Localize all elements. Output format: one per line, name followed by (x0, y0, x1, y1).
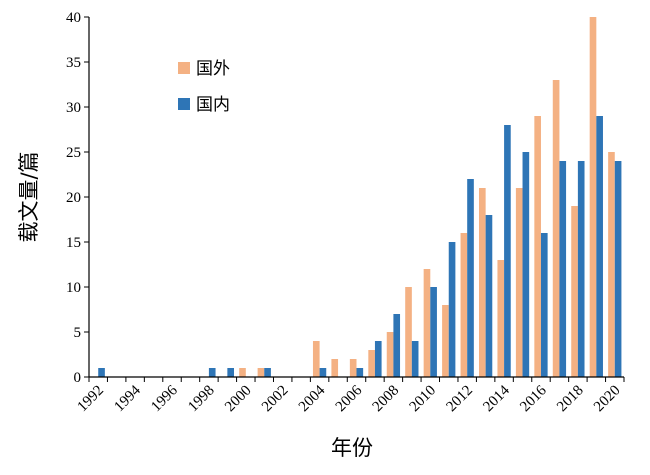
bar-foreign-2000 (239, 368, 246, 377)
legend-label-domestic: 国内 (196, 95, 230, 115)
y-tick-label-30: 30 (66, 100, 81, 116)
bar-domestic-2019 (596, 116, 603, 377)
bar-foreign-2020 (608, 152, 615, 377)
x-tick-label-2002: 2002 (259, 383, 292, 416)
bar-domestic-2006 (356, 368, 364, 377)
x-tick-label-2010: 2010 (407, 383, 440, 416)
legend-swatch-foreign (178, 62, 190, 74)
x-tick-label-1996: 1996 (148, 382, 181, 415)
bar-foreign-2004 (312, 341, 320, 377)
bar-domestic-2020 (614, 161, 622, 377)
bar-foreign-2005 (331, 359, 339, 377)
bar-domestic-2010 (430, 287, 437, 377)
x-tick-label-1992: 1992 (75, 383, 108, 416)
x-tick-label-2000: 2000 (222, 383, 255, 416)
x-tick-label-2008: 2008 (370, 383, 403, 416)
bars-layer (98, 17, 622, 377)
bar-foreign-2008 (386, 332, 394, 377)
bar-foreign-2001 (257, 368, 265, 377)
y-tick-label-5: 5 (74, 325, 82, 341)
bar-foreign-2018 (571, 206, 578, 377)
x-axis-title: 年份 (331, 436, 373, 460)
bar-foreign-2016 (534, 116, 541, 377)
bar-foreign-2011 (442, 305, 449, 377)
bar-domestic-1998 (208, 368, 216, 377)
x-tick-label-2012: 2012 (443, 383, 476, 416)
legend-swatch-domestic (178, 98, 190, 110)
bar-domestic-2007 (374, 341, 382, 377)
bar-foreign-2013 (479, 188, 486, 377)
bar-foreign-2009 (405, 287, 412, 377)
y-tick-label-10: 10 (66, 280, 81, 296)
x-tick-label-2014: 2014 (480, 382, 513, 415)
axes-layer (84, 16, 625, 382)
bar-foreign-2007 (368, 350, 375, 377)
y-tick-label-20: 20 (66, 190, 81, 206)
bar-foreign-2017 (552, 80, 560, 377)
y-tick-label-15: 15 (66, 235, 81, 251)
bar-foreign-2015 (515, 188, 523, 377)
x-tick-label-2016: 2016 (517, 382, 550, 415)
bar-domestic-2008 (393, 314, 401, 377)
bar-domestic-1999 (227, 368, 234, 377)
bar-domestic-2011 (448, 242, 456, 377)
x-tick-label-2006: 2006 (333, 382, 366, 415)
x-tick-label-2018: 2018 (554, 383, 587, 416)
y-axis-title: 载文量/篇 (17, 151, 41, 242)
legend-label-foreign: 国外 (196, 59, 230, 79)
bar-foreign-2019 (589, 17, 597, 377)
y-tick-label-40: 40 (66, 10, 81, 26)
legend: 国外 国内 (178, 59, 230, 115)
bar-foreign-2006 (349, 359, 357, 377)
bar-domestic-2004 (319, 368, 327, 377)
bar-domestic-2001 (264, 368, 271, 377)
bar-domestic-2013 (485, 215, 493, 377)
y-tick-label-35: 35 (66, 55, 81, 71)
x-tick-label-2020: 2020 (591, 383, 624, 416)
bar-domestic-2012 (467, 179, 474, 377)
bar-domestic-2009 (411, 341, 419, 377)
x-tick-label-1998: 1998 (185, 383, 218, 416)
x-tick-label-2004: 2004 (296, 382, 329, 415)
x-tick-label-1994: 1994 (111, 382, 144, 415)
bar-foreign-2010 (423, 269, 431, 377)
bar-domestic-2017 (559, 161, 567, 377)
bar-domestic-2014 (504, 125, 511, 377)
y-tick-label-25: 25 (66, 145, 81, 161)
bar-domestic-2015 (522, 152, 530, 377)
bar-domestic-2016 (540, 233, 548, 377)
bar-foreign-2014 (497, 260, 505, 377)
bar-domestic-2018 (577, 161, 585, 377)
y-tick-label-0: 0 (74, 370, 82, 386)
bar-domestic-1992 (98, 368, 105, 377)
bar-foreign-2012 (460, 233, 468, 377)
